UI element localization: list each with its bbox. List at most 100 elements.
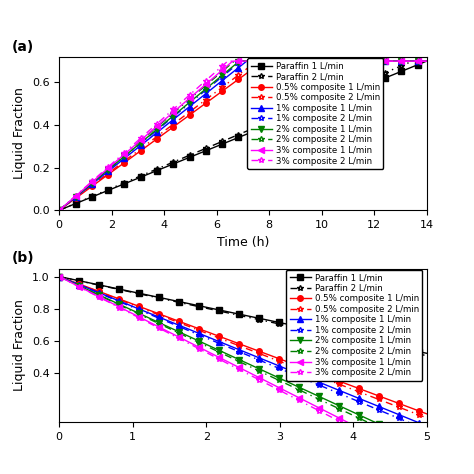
3% composite 2 L/min [354, 427, 360, 433]
1% composite 1 L/min [388, 58, 394, 64]
2% composite 1 L/min [298, 58, 304, 64]
Paraffin 2 L/min [424, 353, 429, 358]
2% composite 2 L/min [424, 427, 429, 433]
3% composite 2 L/min [298, 58, 304, 64]
1% composite 2 L/min [343, 58, 348, 64]
Paraffin 1 L/min [56, 208, 62, 213]
3% composite 2 L/min [146, 128, 152, 134]
3% composite 2 L/min [343, 58, 348, 64]
Paraffin 1 L/min [173, 160, 178, 166]
Paraffin 2 L/min [173, 158, 178, 164]
3% composite 1 L/min [424, 427, 429, 433]
2% composite 1 L/min [343, 58, 348, 64]
3% composite 1 L/min [298, 396, 303, 401]
2% composite 1 L/min [342, 406, 348, 411]
2% composite 2 L/min [342, 409, 348, 414]
0.5% composite 2 L/min [388, 58, 394, 64]
Y-axis label: Liquid Fraction: Liquid Fraction [13, 88, 26, 180]
0.5% composite 1 L/min [146, 307, 152, 313]
0.5% composite 1 L/min [56, 273, 62, 279]
Line: 3% composite 2 L/min: 3% composite 2 L/min [56, 274, 429, 433]
Paraffin 2 L/min [146, 293, 152, 299]
0.5% composite 1 L/min [146, 142, 152, 147]
3% composite 2 L/min [173, 105, 178, 110]
1% composite 1 L/min [173, 321, 178, 327]
Paraffin 2 L/min [298, 106, 303, 111]
2% composite 2 L/min [231, 58, 237, 64]
Paraffin 1 L/min [298, 109, 303, 115]
0.5% composite 2 L/min [343, 58, 348, 64]
Paraffin 1 L/min [160, 295, 165, 301]
2% composite 1 L/min [173, 111, 178, 117]
Paraffin 2 L/min [387, 345, 393, 351]
0.5% composite 1 L/min [424, 411, 429, 417]
3% composite 1 L/min [388, 58, 394, 64]
Line: Paraffin 2 L/min: Paraffin 2 L/min [56, 58, 429, 213]
Line: 0.5% composite 2 L/min: 0.5% composite 2 L/min [56, 274, 429, 420]
1% composite 2 L/min [56, 273, 62, 279]
1% composite 2 L/min [387, 412, 393, 418]
Line: 3% composite 2 L/min: 3% composite 2 L/min [56, 58, 429, 213]
0.5% composite 1 L/min [298, 58, 304, 64]
1% composite 2 L/min [173, 112, 178, 118]
1% composite 2 L/min [239, 58, 245, 64]
2% composite 2 L/min [388, 58, 394, 64]
3% composite 2 L/min [342, 421, 348, 427]
Line: 3% composite 1 L/min: 3% composite 1 L/min [56, 274, 429, 433]
1% composite 1 L/min [146, 136, 152, 142]
1% composite 2 L/min [388, 58, 394, 64]
1% composite 1 L/min [387, 408, 393, 414]
Line: 0.5% composite 2 L/min: 0.5% composite 2 L/min [56, 58, 429, 213]
Line: 1% composite 2 L/min: 1% composite 2 L/min [56, 274, 429, 433]
1% composite 1 L/min [424, 423, 429, 429]
Paraffin 2 L/min [387, 68, 393, 73]
3% composite 1 L/min [56, 273, 62, 279]
Legend: Paraffin 1 L/min, Paraffin 2 L/min, 0.5% composite 1 L/min, 0.5% composite 2 L/m: Paraffin 1 L/min, Paraffin 2 L/min, 0.5%… [247, 58, 383, 169]
0.5% composite 2 L/min [424, 415, 429, 420]
3% composite 1 L/min [343, 58, 348, 64]
1% composite 1 L/min [342, 390, 348, 396]
2% composite 2 L/min [56, 273, 62, 279]
0.5% composite 2 L/min [173, 120, 178, 126]
3% composite 1 L/min [173, 108, 178, 113]
Paraffin 1 L/min [298, 324, 303, 330]
2% composite 1 L/min [160, 321, 165, 327]
1% composite 2 L/min [160, 122, 165, 128]
2% composite 1 L/min [56, 208, 62, 213]
Paraffin 2 L/min [342, 87, 348, 92]
1% composite 2 L/min [424, 58, 429, 64]
1% composite 2 L/min [146, 134, 152, 139]
3% composite 2 L/min [160, 116, 165, 121]
0.5% composite 1 L/min [173, 123, 178, 128]
3% composite 2 L/min [225, 58, 231, 64]
1% composite 2 L/min [160, 317, 165, 323]
Paraffin 1 L/min [173, 298, 178, 304]
2% composite 1 L/min [237, 58, 242, 64]
1% composite 1 L/min [146, 310, 152, 316]
2% composite 1 L/min [146, 315, 152, 321]
Paraffin 1 L/min [342, 333, 348, 339]
Paraffin 1 L/min [387, 73, 393, 79]
0.5% composite 1 L/min [160, 312, 165, 318]
2% composite 2 L/min [160, 119, 165, 125]
2% composite 1 L/min [424, 427, 429, 433]
2% composite 2 L/min [424, 58, 429, 64]
2% composite 2 L/min [56, 208, 62, 213]
3% composite 1 L/min [342, 418, 348, 424]
3% composite 2 L/min [173, 334, 178, 339]
3% composite 2 L/min [388, 58, 394, 64]
2% composite 2 L/min [146, 131, 152, 137]
Paraffin 2 L/min [160, 296, 165, 302]
0.5% composite 2 L/min [146, 139, 152, 145]
3% composite 2 L/min [160, 327, 165, 333]
3% composite 1 L/min [146, 130, 152, 136]
1% composite 1 L/min [173, 115, 178, 121]
Paraffin 1 L/min [56, 273, 62, 279]
1% composite 1 L/min [56, 208, 62, 213]
0.5% composite 2 L/min [160, 313, 165, 319]
2% composite 1 L/min [173, 328, 178, 333]
Paraffin 1 L/min [146, 171, 152, 177]
0.5% composite 2 L/min [160, 129, 165, 135]
1% composite 2 L/min [298, 58, 304, 64]
3% composite 2 L/min [424, 427, 429, 433]
